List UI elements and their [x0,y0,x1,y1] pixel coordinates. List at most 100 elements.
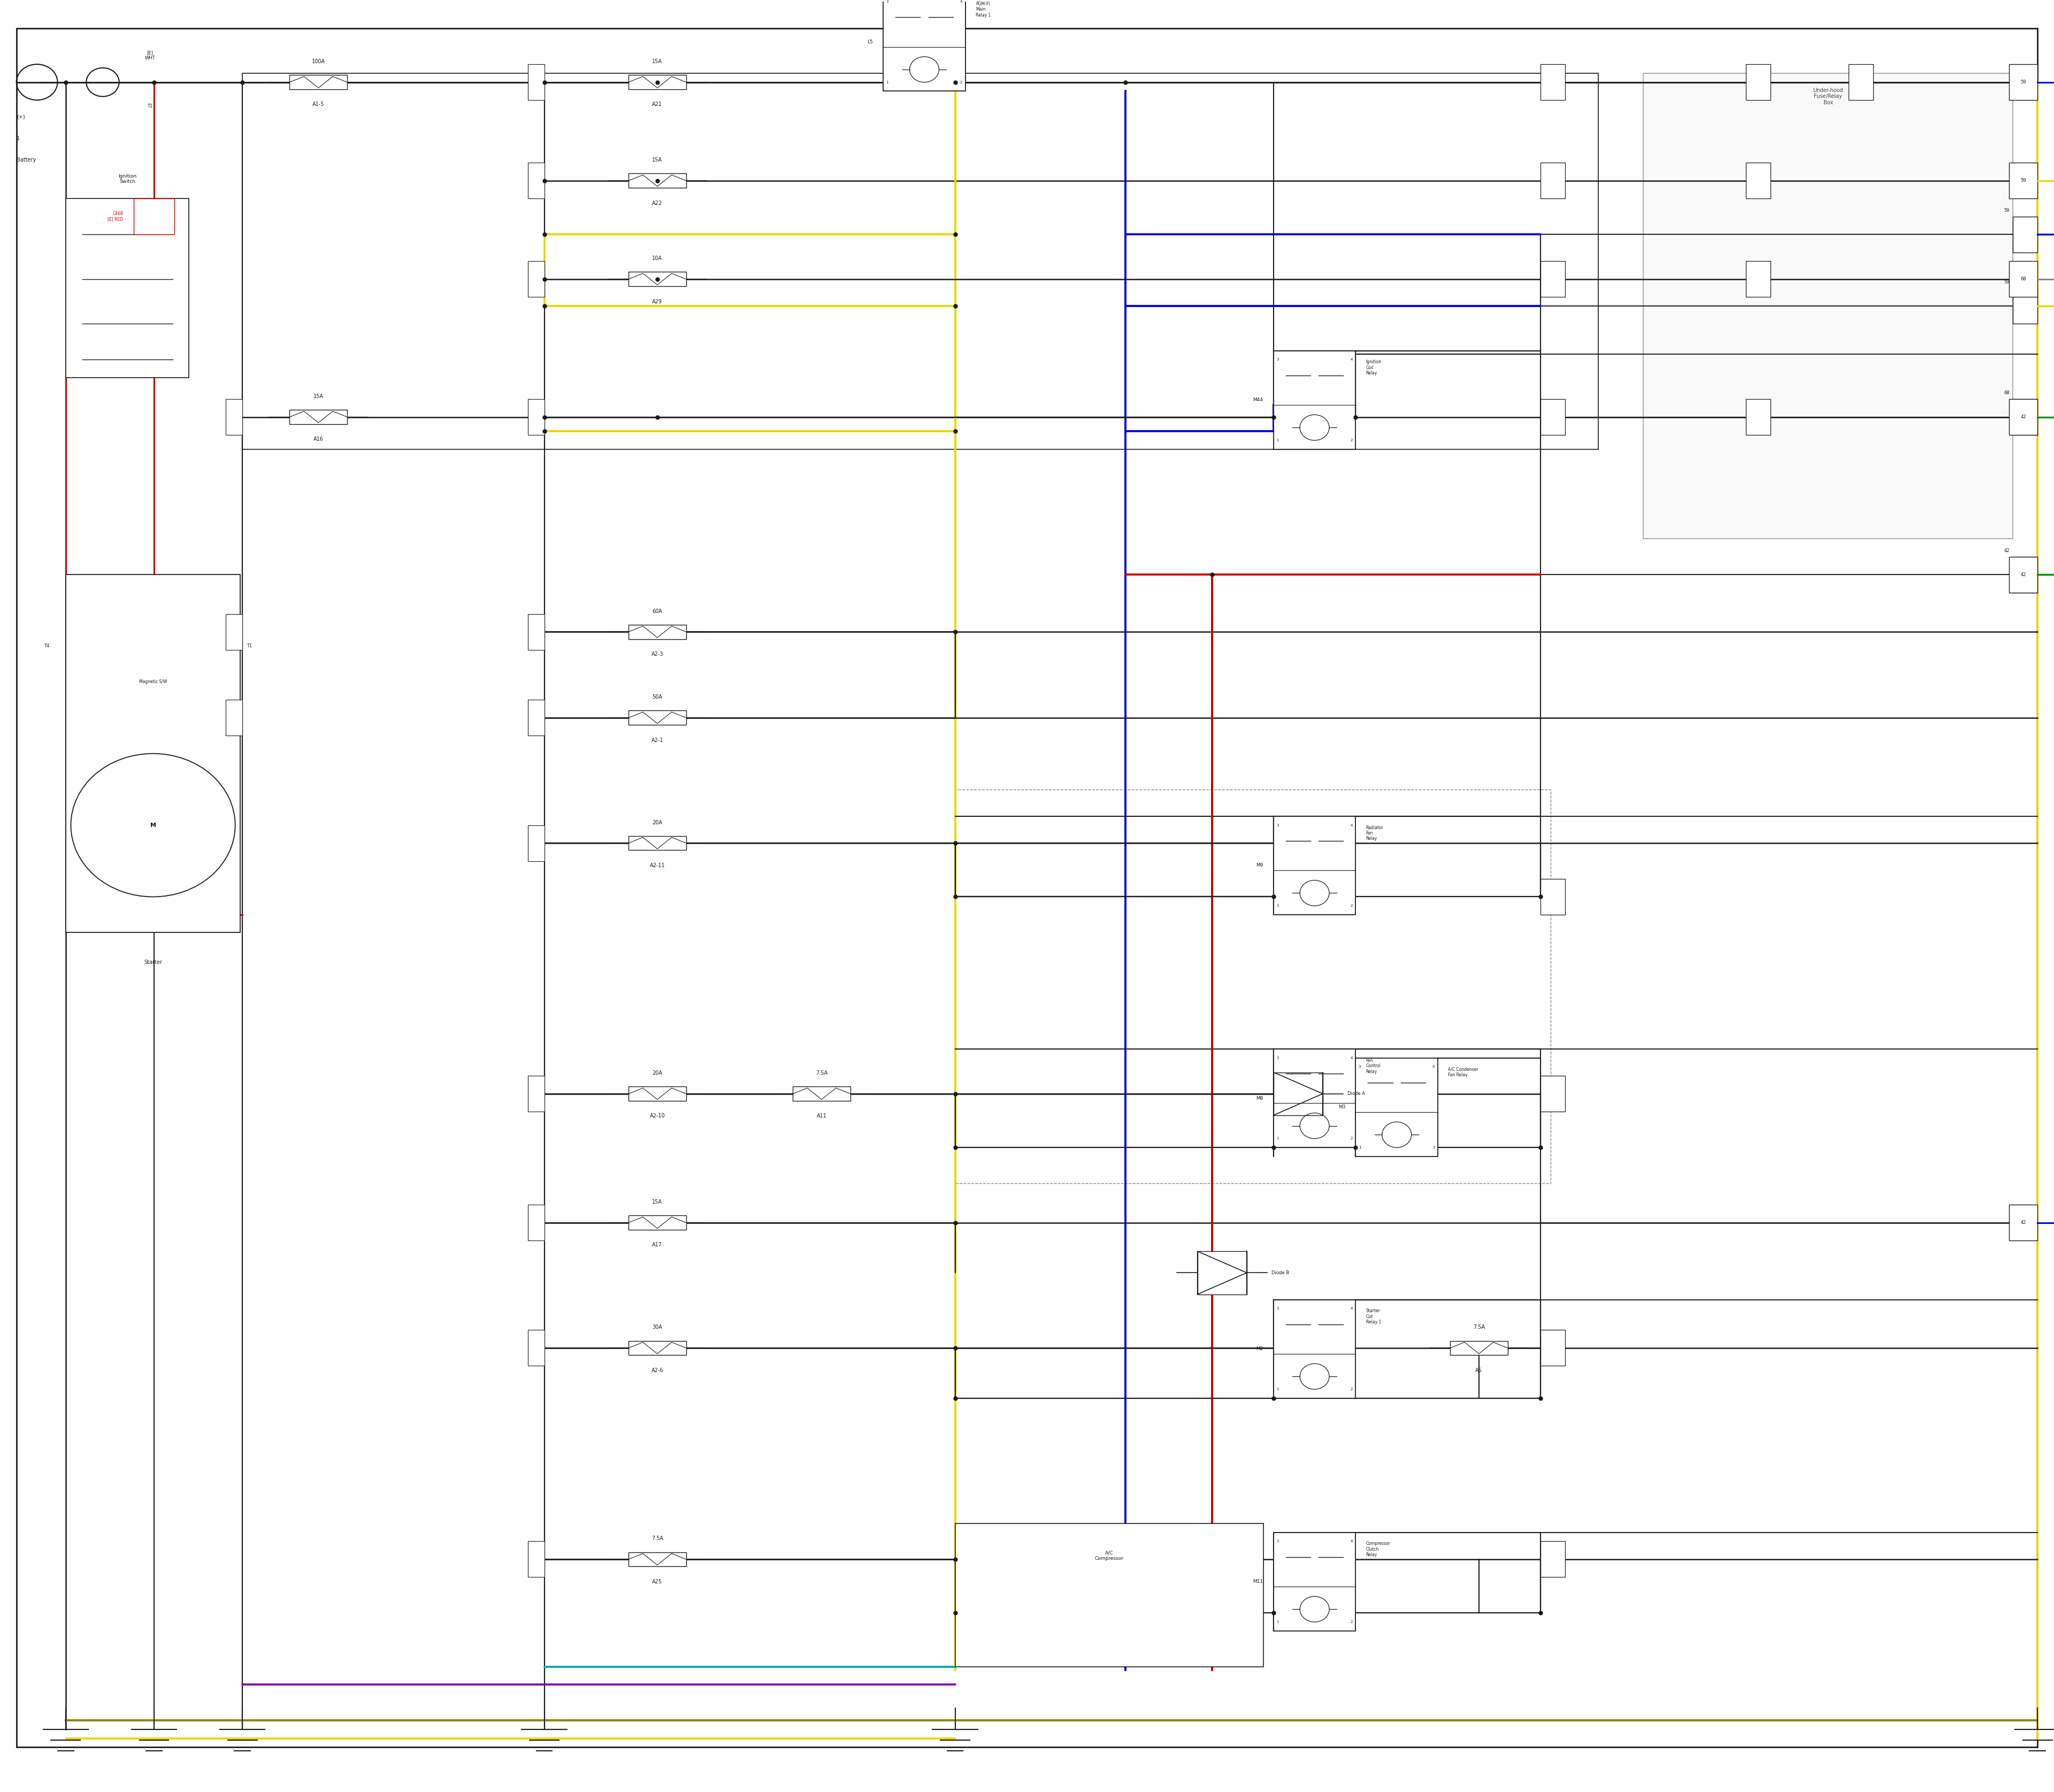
Text: T1: T1 [246,643,253,649]
Text: A1-5: A1-5 [312,102,325,108]
Bar [2013,289,2038,324]
Text: 1: 1 [16,136,21,142]
Bar [1540,1330,1565,1366]
Text: Battery: Battery [16,158,35,163]
Text: 7.5A: 7.5A [815,1070,828,1075]
Bar [1540,878,1565,914]
Text: 2: 2 [959,81,963,84]
Text: 59: 59 [2005,208,2009,213]
Text: 2: 2 [1349,1136,1354,1140]
Text: A21: A21 [653,102,661,108]
Text: M11: M11 [1253,1579,1263,1584]
Text: A5: A5 [1475,1367,1483,1373]
Text: A/C Condenser
Fan Relay: A/C Condenser Fan Relay [1448,1066,1479,1077]
Text: L5: L5 [867,39,873,45]
Text: M44: M44 [1253,398,1263,403]
Bar [1450,1340,1508,1355]
Text: A2-11: A2-11 [649,862,665,867]
Bar [1643,73,2013,539]
Text: A17: A17 [653,1242,661,1247]
Text: 1: 1 [1276,1387,1280,1391]
Bar [793,1086,850,1100]
Bar [528,262,544,297]
Bar [1540,163,1565,199]
Text: 3: 3 [1276,358,1280,362]
Text: A16: A16 [314,437,322,443]
Bar [1540,400,1565,435]
Bar [528,1075,544,1111]
Bar [629,625,686,640]
Text: Compressor
Clutch
Relay: Compressor Clutch Relay [1366,1541,1391,1557]
Bar [1746,163,1771,199]
Text: 59: 59 [2005,280,2009,285]
Text: 2: 2 [1349,439,1354,443]
Bar [528,1330,544,1366]
Text: 1: 1 [885,81,889,84]
Bar [955,790,1551,1183]
Bar [66,199,189,378]
Bar [226,400,242,435]
Text: 59: 59 [2021,81,2025,84]
Text: Under-hood
Fuse/Relay
Box: Under-hood Fuse/Relay Box [1814,88,1842,106]
Bar [290,410,347,425]
Bar [629,1552,686,1566]
Text: A2-6: A2-6 [651,1367,663,1373]
Bar [2009,65,2038,100]
Text: Ignition
Coil
Relay: Ignition Coil Relay [1366,360,1382,376]
Text: Diode B: Diode B [1271,1271,1290,1276]
Text: A29: A29 [653,299,661,305]
Text: 3: 3 [885,0,889,4]
Text: A25: A25 [653,1579,661,1584]
Bar [528,1204,544,1240]
Text: 1: 1 [1276,1620,1280,1624]
Text: 2: 2 [1349,1620,1354,1624]
Text: 3: 3 [1276,1539,1280,1543]
Text: A/C
Compressor: A/C Compressor [1095,1550,1124,1561]
Text: 15A: 15A [314,394,322,400]
Text: 59: 59 [2021,177,2025,183]
Text: 50A: 50A [653,695,661,701]
Text: C408
[E] RED: C408 [E] RED [107,211,123,222]
Text: Diode A: Diode A [1347,1091,1366,1097]
Bar [2013,557,2038,593]
Bar [1273,351,1356,450]
Text: 15A: 15A [653,59,661,65]
Bar [1540,1541,1565,1577]
Bar [1540,65,1565,100]
Bar [955,1523,1263,1667]
Text: 100A: 100A [312,59,325,65]
Text: A2-10: A2-10 [649,1113,665,1118]
Text: 4: 4 [1349,1306,1354,1310]
Text: 4: 4 [1432,1064,1436,1068]
Text: 1: 1 [1358,1145,1362,1149]
Bar [528,65,544,100]
Text: T1: T1 [148,104,152,109]
Bar [1273,1072,1323,1115]
Bar [290,75,347,90]
Text: 60A: 60A [653,609,661,615]
Bar [2013,400,2038,435]
Text: 4: 4 [1349,1539,1354,1543]
Bar [2013,217,2038,253]
Bar [629,174,686,188]
Text: 2: 2 [1349,905,1354,907]
Text: 68: 68 [2005,391,2009,396]
Bar [629,1215,686,1229]
Text: 2: 2 [1432,1145,1436,1149]
Bar [629,75,686,90]
Text: 10A: 10A [653,256,661,262]
Bar [629,1086,686,1100]
Bar [2009,262,2038,297]
Bar [1746,262,1771,297]
Bar [226,701,242,737]
Bar [2009,557,2038,593]
Text: Radiator
Fan
Relay: Radiator Fan Relay [1366,824,1384,840]
Text: 15A: 15A [653,158,661,163]
Bar [528,163,544,199]
Bar [242,73,1598,450]
Bar [226,615,242,650]
Text: 3: 3 [1358,1064,1362,1068]
Text: 15A: 15A [653,1199,661,1204]
Bar [1273,1048,1356,1147]
Text: 1: 1 [1276,439,1280,443]
